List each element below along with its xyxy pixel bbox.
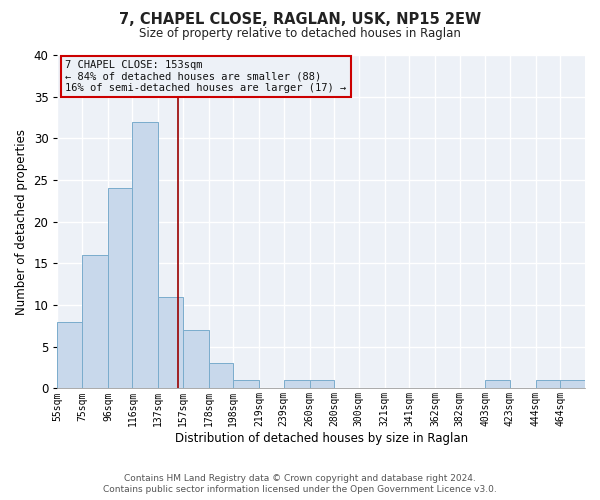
Bar xyxy=(82,255,108,388)
Y-axis label: Number of detached properties: Number of detached properties xyxy=(15,128,28,314)
Bar xyxy=(58,322,82,388)
Bar xyxy=(158,296,183,388)
Bar xyxy=(284,380,310,388)
Bar xyxy=(536,380,560,388)
Bar xyxy=(560,380,585,388)
Bar xyxy=(233,380,259,388)
Text: Size of property relative to detached houses in Raglan: Size of property relative to detached ho… xyxy=(139,28,461,40)
Text: 7, CHAPEL CLOSE, RAGLAN, USK, NP15 2EW: 7, CHAPEL CLOSE, RAGLAN, USK, NP15 2EW xyxy=(119,12,481,28)
Bar xyxy=(108,188,133,388)
Bar xyxy=(133,122,158,388)
Text: Contains HM Land Registry data © Crown copyright and database right 2024.
Contai: Contains HM Land Registry data © Crown c… xyxy=(103,474,497,494)
Bar xyxy=(485,380,510,388)
Text: 7 CHAPEL CLOSE: 153sqm
← 84% of detached houses are smaller (88)
16% of semi-det: 7 CHAPEL CLOSE: 153sqm ← 84% of detached… xyxy=(65,60,347,93)
Bar xyxy=(310,380,334,388)
Bar xyxy=(209,364,233,388)
Bar xyxy=(183,330,209,388)
X-axis label: Distribution of detached houses by size in Raglan: Distribution of detached houses by size … xyxy=(175,432,468,445)
